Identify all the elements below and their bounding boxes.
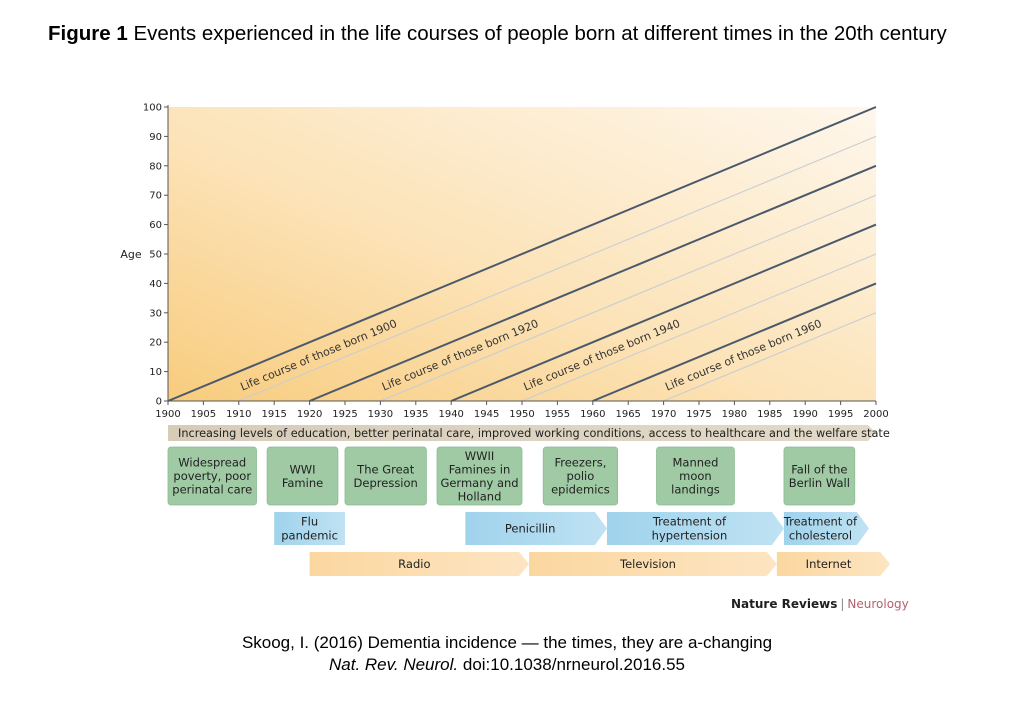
x-tick-label: 1960 xyxy=(580,409,605,420)
media-arrow-label: Radio xyxy=(398,557,430,571)
x-tick-label: 1910 xyxy=(226,409,251,420)
cohort-line-1920 xyxy=(309,164,877,402)
medical-arrow-label: Treatment of cholesterol xyxy=(783,515,858,543)
citation-line-2: Nat. Rev. Neurol. doi:10.1038/nrneurol.2… xyxy=(0,654,1014,676)
figure-title-text: Events experienced in the life courses o… xyxy=(133,22,947,45)
medical-arrow xyxy=(783,512,869,545)
event-box-label: Widespread poverty, poor perinatal care xyxy=(172,456,252,497)
media-arrow-label: Television xyxy=(619,557,676,571)
x-tick-label: 1955 xyxy=(545,409,570,420)
y-tick-label: 0 xyxy=(156,397,162,408)
y-tick-label: 60 xyxy=(149,220,162,231)
medical-arrow xyxy=(274,512,345,545)
publisher-journal: Neurology xyxy=(847,597,909,611)
y-tick-label: 70 xyxy=(149,191,162,202)
publisher-name: Nature Reviews xyxy=(731,597,838,611)
x-tick-label: 1970 xyxy=(651,409,676,420)
event-box xyxy=(266,446,339,506)
medical-arrow-label: Flu pandemic xyxy=(281,515,338,543)
event-box xyxy=(167,446,257,506)
medical-arrow-label: Penicillin xyxy=(505,522,555,536)
x-tick-label: 1995 xyxy=(828,409,853,420)
citation: Skoog, I. (2016) Dementia incidence — th… xyxy=(0,632,1014,676)
event-box-label: Freezers, polio epidemics xyxy=(551,456,610,497)
medical-arrow xyxy=(465,512,607,545)
media-arrow xyxy=(529,552,777,576)
x-tick-label: 1940 xyxy=(438,409,463,420)
y-tick-label: 40 xyxy=(149,279,162,290)
x-tick-label: 1985 xyxy=(757,409,782,420)
minor-cohort-line-1910 xyxy=(238,135,877,402)
media-arrow xyxy=(309,552,530,576)
citation-journal: Nat. Rev. Neurol. xyxy=(329,655,459,674)
media-arrow-label: Internet xyxy=(806,557,852,571)
x-tick-label: 1980 xyxy=(722,409,747,420)
welfare-banner-arrow xyxy=(168,425,876,441)
welfare-banner-text: Increasing levels of education, better p… xyxy=(178,427,890,440)
event-box xyxy=(656,446,735,506)
cohort-line-1900 xyxy=(167,106,877,402)
x-tick-label: 1990 xyxy=(792,409,817,420)
event-box-label: WWII Famines in Germany and Holland xyxy=(440,449,518,504)
x-tick-label: 1945 xyxy=(474,409,499,420)
figure-title: Figure 1 Events experienced in the life … xyxy=(48,22,947,46)
x-tick-label: 1920 xyxy=(297,409,322,420)
x-tick-label: 1915 xyxy=(261,409,286,420)
cohort-line-1960 xyxy=(592,282,877,402)
publisher-credit: Nature Reviews | Neurology xyxy=(731,597,909,611)
x-tick-label: 1905 xyxy=(191,409,216,420)
x-tick-label: 2000 xyxy=(863,409,888,420)
y-axis-label: Age xyxy=(120,248,142,261)
minor-cohort-line-1970 xyxy=(663,312,877,402)
x-tick-label: 1965 xyxy=(615,409,640,420)
y-tick-label: 100 xyxy=(143,103,162,114)
x-tick-label: 1950 xyxy=(509,409,534,420)
event-box xyxy=(783,446,856,506)
citation-line-1: Skoog, I. (2016) Dementia incidence — th… xyxy=(241,633,773,652)
x-tick-label: 1900 xyxy=(155,409,180,420)
y-tick-label: 20 xyxy=(149,338,162,349)
event-box xyxy=(344,446,427,506)
x-tick-label: 1935 xyxy=(403,409,428,420)
y-tick-label: 90 xyxy=(149,132,162,143)
y-tick-label: 50 xyxy=(149,250,162,261)
event-box-label: Manned moon landings xyxy=(671,456,720,497)
event-box xyxy=(436,446,523,506)
medical-arrow-label: Treatment of hypertension xyxy=(652,515,728,543)
y-tick-label: 80 xyxy=(149,161,162,172)
x-tick-label: 1930 xyxy=(368,409,393,420)
medical-arrow xyxy=(606,512,784,545)
y-tick-label: 30 xyxy=(149,308,162,319)
publisher-separator: | xyxy=(840,597,845,611)
media-arrow xyxy=(776,552,891,576)
minor-cohort-line-1930 xyxy=(380,194,877,402)
minor-cohort-line-1950 xyxy=(521,253,877,402)
y-tick-label: 10 xyxy=(149,367,162,378)
citation-doi: doi:10.1038/nrneurol.2016.55 xyxy=(462,655,685,674)
figure-label: Figure 1 xyxy=(48,22,128,45)
life-course-chart: Age 1900 1905 1910 1915 1920 1925 1930 1935 1940… xyxy=(120,103,891,576)
event-box xyxy=(542,446,618,506)
event-box-label: WWI Famine xyxy=(282,462,323,490)
x-tick-label: 1975 xyxy=(686,409,711,420)
event-box-label: Fall of the Berlin Wall xyxy=(789,462,850,490)
x-tick-label: 1925 xyxy=(332,409,357,420)
cohort-line-1940 xyxy=(450,223,877,402)
event-box-label: The Great Depression xyxy=(354,462,418,490)
